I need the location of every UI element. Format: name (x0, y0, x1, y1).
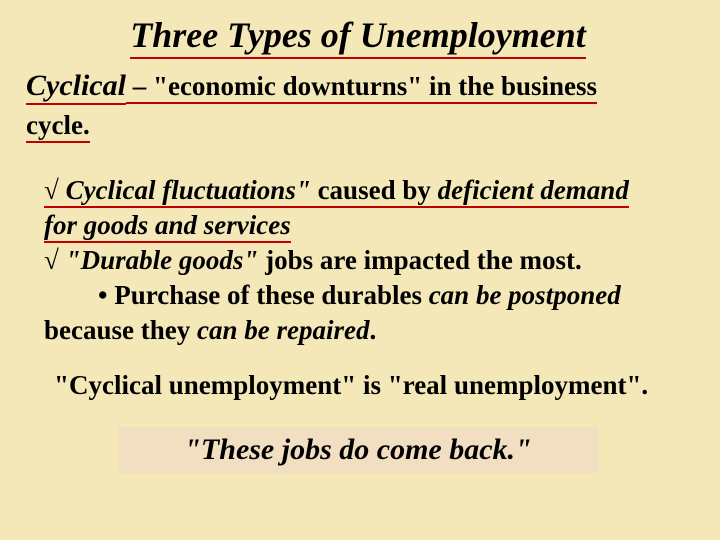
subtitle-line2: cycle. (26, 110, 90, 143)
b2-plain: jobs are impacted the most. (258, 245, 581, 275)
quote-box: "These jobs do come back." (118, 427, 598, 473)
b2-it: "Durable goods" (66, 245, 259, 275)
slide-title: Three Types of Unemployment (26, 14, 690, 56)
b2-marker: √ (44, 245, 66, 275)
subtitle-line1: "economic downturns" in the business (153, 71, 597, 104)
conclusion-text: "Cyclical unemployment" is "real unemplo… (54, 370, 690, 401)
b3-l2tail: . (369, 315, 376, 345)
b3-it: can be postponed (429, 280, 621, 310)
b1-it1: deficient demand (438, 175, 629, 208)
b3-plain: Purchase of these durables (114, 280, 429, 310)
body-block: √ Cyclical fluctuations" caused by defic… (44, 173, 684, 348)
b1-line2: for goods and services (44, 210, 291, 243)
quote-text: "These jobs do come back." (184, 433, 531, 466)
b3-l2it: can be repaired (197, 315, 369, 345)
b3-marker: • (98, 280, 114, 310)
subtitle-lead: Cyclical (26, 69, 126, 105)
b1-plain: caused by (311, 175, 438, 208)
slide: Three Types of Unemployment Cyclical – "… (0, 0, 720, 540)
b1-marker: √ (44, 175, 59, 208)
b1-pre: Cyclical fluctuations" (59, 175, 311, 208)
subtitle-dash: – (126, 71, 153, 104)
b3-l2p: because they (44, 315, 197, 345)
subtitle-block: Cyclical – "economic downturns" in the b… (26, 66, 690, 143)
slide-title-text: Three Types of Unemployment (130, 15, 586, 59)
